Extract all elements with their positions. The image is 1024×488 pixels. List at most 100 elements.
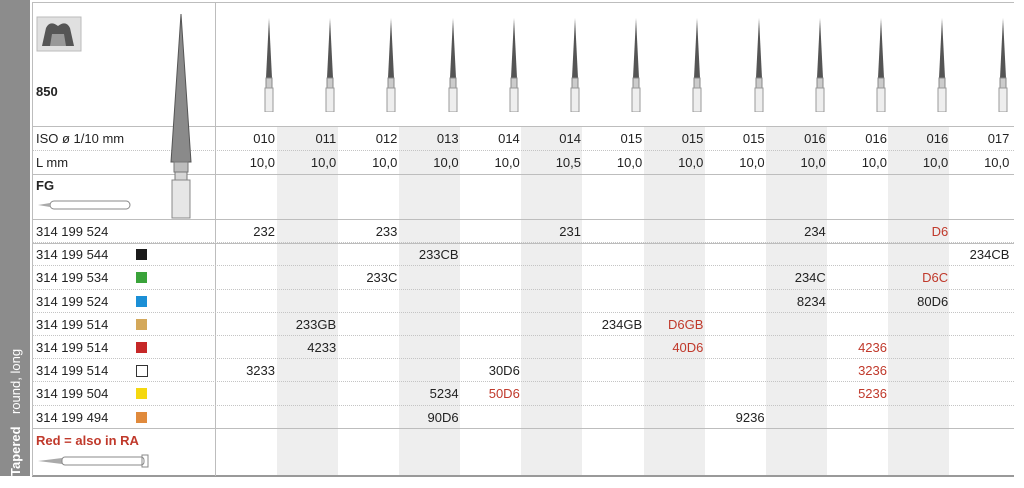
variant-code: 234C	[794, 270, 826, 286]
table-border	[32, 2, 1014, 3]
variant-code: 5236	[858, 386, 887, 402]
variant-code: 30D6	[488, 363, 520, 379]
shape-sub-label: round, long	[8, 348, 23, 414]
variant-code: 233C	[366, 270, 398, 286]
bur-image	[509, 18, 519, 112]
variant-code: 233	[375, 224, 398, 239]
iso-value: 016	[865, 131, 887, 146]
bur-image	[325, 18, 335, 112]
bur-image	[264, 18, 274, 112]
iso-value: 016	[804, 131, 826, 146]
variant-code: D6	[931, 224, 949, 239]
article-number: 314 199 544	[36, 247, 109, 263]
variant-code: 80D6	[917, 293, 949, 309]
length-value: 10,5	[555, 155, 581, 170]
variant-code: D6GB	[667, 316, 704, 332]
variant-code: 4236	[858, 340, 887, 355]
row-divider	[32, 335, 1014, 336]
row-divider	[32, 404, 1014, 406]
length-value: 10,0	[861, 155, 887, 170]
article-number: 314 199 524	[36, 224, 109, 239]
article-number: 314 199 494	[36, 409, 109, 425]
grit-color-swatch	[136, 365, 148, 378]
length-value: 10,0	[922, 155, 949, 170]
column-stripe	[277, 126, 338, 476]
grit-color-swatch	[136, 318, 147, 330]
sidebar-band: Tapered round, long	[0, 0, 30, 476]
length-value: 10,0	[984, 155, 1010, 170]
bur-image	[937, 18, 947, 112]
variant-code: 3233	[246, 363, 275, 379]
grit-color-swatch	[136, 272, 147, 284]
length-value: 10,0	[739, 155, 765, 170]
variant-code: 40D6	[672, 340, 704, 355]
iso-value: 016	[926, 131, 949, 146]
table-border	[32, 428, 1014, 429]
column-stripe	[521, 126, 582, 476]
table-border	[215, 2, 216, 476]
iso-value: 015	[742, 131, 765, 146]
length-value: 10,0	[616, 155, 643, 170]
variant-code: 90D6	[427, 409, 459, 425]
iso-value: 015	[681, 131, 704, 146]
product-number: 850	[36, 84, 58, 99]
row-divider	[32, 265, 1014, 267]
bur-image	[876, 18, 886, 112]
bur-image	[815, 18, 825, 112]
bur-large-image	[170, 13, 192, 219]
bur-image	[998, 18, 1008, 112]
bur-image	[570, 18, 580, 112]
variant-code: 3236	[858, 363, 887, 379]
article-number: 314 199 504	[36, 386, 109, 402]
length-value: 10,0	[372, 155, 398, 170]
iso-value: 017	[987, 131, 1010, 146]
variant-code: 234GB	[601, 316, 643, 332]
tooth-crown-icon	[36, 16, 82, 52]
length-value: 10,0	[310, 155, 337, 170]
bur-image	[631, 18, 641, 112]
ra-shank-icon	[38, 454, 149, 468]
variant-code: 231	[559, 224, 581, 239]
article-number: 314 199 514	[36, 340, 109, 355]
variant-code: 234	[804, 224, 826, 239]
grit-color-swatch	[136, 295, 147, 307]
row-divider	[32, 311, 1014, 313]
variant-code: 5234	[429, 386, 459, 402]
iso-value: 015	[620, 131, 643, 146]
variant-code: 232	[253, 224, 275, 239]
length-value: 10,0	[433, 155, 459, 170]
variant-code: 8234	[796, 293, 826, 309]
variant-code: 234CB	[969, 247, 1010, 263]
bur-image	[754, 18, 764, 112]
iso-value: 011	[315, 131, 337, 146]
grit-color-swatch	[136, 249, 147, 261]
iso-value: 013	[436, 131, 459, 146]
bur-image	[386, 18, 396, 112]
article-number: 314 199 524	[36, 293, 109, 309]
row-divider	[32, 150, 1014, 151]
ra-note: Red = also in RA	[36, 433, 139, 448]
iso-value: 014	[559, 131, 581, 146]
article-number: 314 199 514	[36, 363, 109, 379]
table-border	[32, 243, 1014, 244]
article-number: 314 199 514	[36, 316, 109, 332]
row-divider	[32, 358, 1014, 360]
iso-label: ISO ø 1/10 mm	[36, 131, 125, 146]
column-stripe	[644, 126, 705, 476]
variant-code: 9236	[735, 409, 765, 425]
length-label: L mm	[36, 155, 69, 170]
shank-label: FG	[36, 178, 55, 193]
column-stripe	[766, 126, 827, 476]
row-divider	[32, 288, 1014, 290]
iso-value: 010	[253, 131, 275, 146]
variant-code: 233GB	[295, 316, 337, 332]
length-value: 10,0	[678, 155, 704, 170]
variant-code: 233CB	[418, 247, 459, 263]
variant-code: 4233	[307, 340, 337, 355]
table-border	[32, 2, 33, 476]
row-divider	[32, 381, 1014, 383]
table-border	[32, 174, 1014, 175]
iso-value: 012	[375, 131, 398, 146]
variant-code: D6C	[922, 270, 949, 286]
grit-color-swatch	[136, 388, 147, 400]
